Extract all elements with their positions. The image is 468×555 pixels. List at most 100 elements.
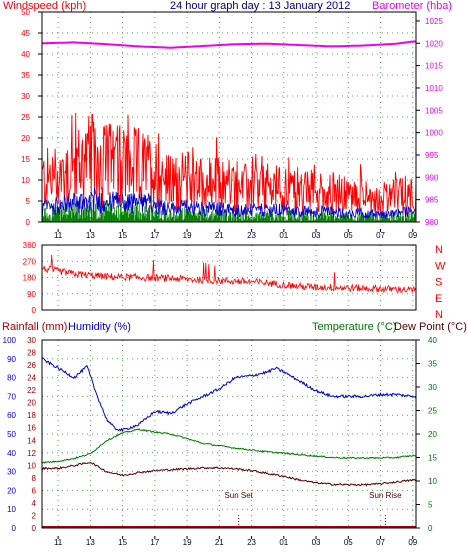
windspeed-tick-label: 0 — [26, 218, 31, 227]
temp-x-tick-label: 03 — [312, 538, 321, 547]
windspeed-tick-label: 15 — [21, 155, 30, 164]
temp-x-tick-label: 05 — [344, 538, 353, 547]
humidity-tick-label: 60 — [7, 411, 16, 420]
rainfall-tick-label: 8 — [32, 474, 37, 483]
humidity-tick-label: 90 — [7, 355, 16, 364]
temperature-tick-label: 20 — [428, 430, 437, 439]
direction-series-line — [41, 254, 417, 294]
temp-x-tick-label: 11 — [54, 538, 63, 547]
wind-x-tick-label: 23 — [247, 231, 256, 240]
dir-plot-frame — [41, 244, 417, 311]
chart-title: 24 hour graph day : 13 January 2012 — [170, 0, 351, 12]
temperature-tick-label: 0 — [428, 524, 433, 533]
wind-x-tick-label: 13 — [86, 231, 95, 240]
temp-x-tick-label: 09 — [408, 538, 417, 547]
wind-x-tick-label: 17 — [150, 231, 159, 240]
windspeed-tick-label: 45 — [21, 29, 30, 38]
wind-x-tick-label: 01 — [279, 231, 288, 240]
temp-x-tick-label: 21 — [215, 538, 224, 547]
rainfall-tick-label: 26 — [27, 361, 36, 370]
windspeed-tick-label: 20 — [21, 134, 30, 143]
wind-direction-avg-line — [41, 187, 417, 220]
dewpoint-axis-label: Dew Point (°C) — [394, 321, 467, 333]
rainfall-tick-label: 0 — [32, 524, 37, 533]
rainfall-tick-label: 22 — [27, 386, 36, 395]
rainfall-tick-label: 12 — [27, 449, 36, 458]
wind-x-tick-label: 15 — [118, 231, 127, 240]
dewpoint-series-line — [41, 461, 417, 487]
direction-tick-label: 90 — [27, 290, 36, 299]
humidity-tick-label: 0 — [12, 524, 17, 533]
humidity-tick-label: 10 — [7, 505, 16, 514]
temp-x-tick-label: 01 — [279, 538, 288, 547]
sunrise-label: Sun Rise — [369, 491, 402, 500]
temperature-tick-label: 15 — [428, 454, 437, 463]
humidity-tick-label: 50 — [7, 430, 16, 439]
humidity-axis-label: Humidity (%) — [68, 321, 131, 333]
wind-x-tick-label: 07 — [376, 231, 385, 240]
compass-label: N — [435, 244, 443, 256]
wind-x-tick-label: 09 — [408, 231, 417, 240]
barometer-tick-label: 1015 — [425, 62, 443, 71]
temp-plot-frame — [41, 339, 417, 529]
temperature-tick-label: 25 — [428, 407, 437, 416]
wind-x-tick-label: 21 — [215, 231, 224, 240]
temperature-tick-label: 5 — [428, 501, 433, 510]
rainfall-tick-label: 6 — [32, 486, 37, 495]
temperature-tick-label: 30 — [428, 383, 437, 392]
direction-tick-label: 180 — [23, 274, 37, 283]
rainfall-tick-label: 10 — [27, 461, 36, 470]
humidity-tick-label: 80 — [7, 374, 16, 383]
barometer-tick-label: 1000 — [425, 129, 443, 138]
barometer-tick-label: 1020 — [425, 39, 443, 48]
temperature-tick-label: 40 — [428, 336, 437, 345]
humidity-series-line — [41, 357, 417, 433]
rainfall-tick-label: 16 — [27, 424, 36, 433]
temp-x-tick-label: 17 — [150, 538, 159, 547]
temp-x-tick-label: 23 — [247, 538, 256, 547]
temp-x-tick-label: 13 — [86, 538, 95, 547]
rainfall-tick-label: 14 — [27, 436, 36, 445]
temperature-series-line — [41, 428, 417, 464]
windspeed-tick-label: 5 — [26, 197, 31, 206]
wind-x-tick-label: 03 — [312, 231, 321, 240]
temp-x-tick-label: 19 — [183, 538, 192, 547]
compass-label: N — [435, 309, 443, 321]
compass-label: E — [435, 293, 442, 305]
windspeed-tick-label: 10 — [21, 176, 30, 185]
rainfall-tick-label: 28 — [27, 349, 36, 358]
compass-label: W — [435, 260, 446, 272]
windspeed-tick-label: 40 — [21, 50, 30, 59]
rainfall-tick-label: 20 — [27, 399, 36, 408]
humidity-tick-label: 20 — [7, 486, 16, 495]
windspeed-tick-label: 30 — [21, 92, 30, 101]
direction-tick-label: 270 — [23, 257, 37, 266]
windspeed-tick-label: 35 — [21, 71, 30, 80]
temp-x-tick-label: 15 — [118, 538, 127, 547]
windspeed-series-line — [41, 112, 417, 215]
temperature-tick-label: 10 — [428, 477, 437, 486]
barometer-tick-label: 1025 — [425, 17, 443, 26]
barometer-tick-label: 980 — [425, 218, 439, 227]
humidity-tick-label: 70 — [7, 392, 16, 401]
barometer-tick-label: 1010 — [425, 84, 443, 93]
temperature-tick-label: 35 — [428, 360, 437, 369]
wind-x-tick-label: 19 — [183, 231, 192, 240]
wind-x-tick-label: 11 — [54, 231, 63, 240]
rainfall-axis-label: Rainfall (mm) — [2, 321, 68, 333]
wind-x-tick-label: 05 — [344, 231, 353, 240]
rainfall-tick-label: 18 — [27, 411, 36, 420]
windspeed-tick-label: 50 — [21, 8, 30, 17]
rainfall-tick-label: 30 — [27, 336, 36, 345]
barometer-tick-label: 1005 — [425, 106, 443, 115]
sunset-label: Sun Set — [224, 491, 253, 500]
direction-tick-label: 360 — [23, 241, 37, 250]
windspeed-axis-label: Windspeed (kph) — [3, 0, 87, 12]
barometer-tick-label: 995 — [425, 151, 439, 160]
temperature-axis-label: Temperature (°C) — [312, 321, 397, 333]
rainfall-tick-label: 2 — [32, 511, 37, 520]
windspeed-tick-label: 25 — [21, 113, 30, 122]
rainfall-tick-label: 24 — [27, 374, 36, 383]
